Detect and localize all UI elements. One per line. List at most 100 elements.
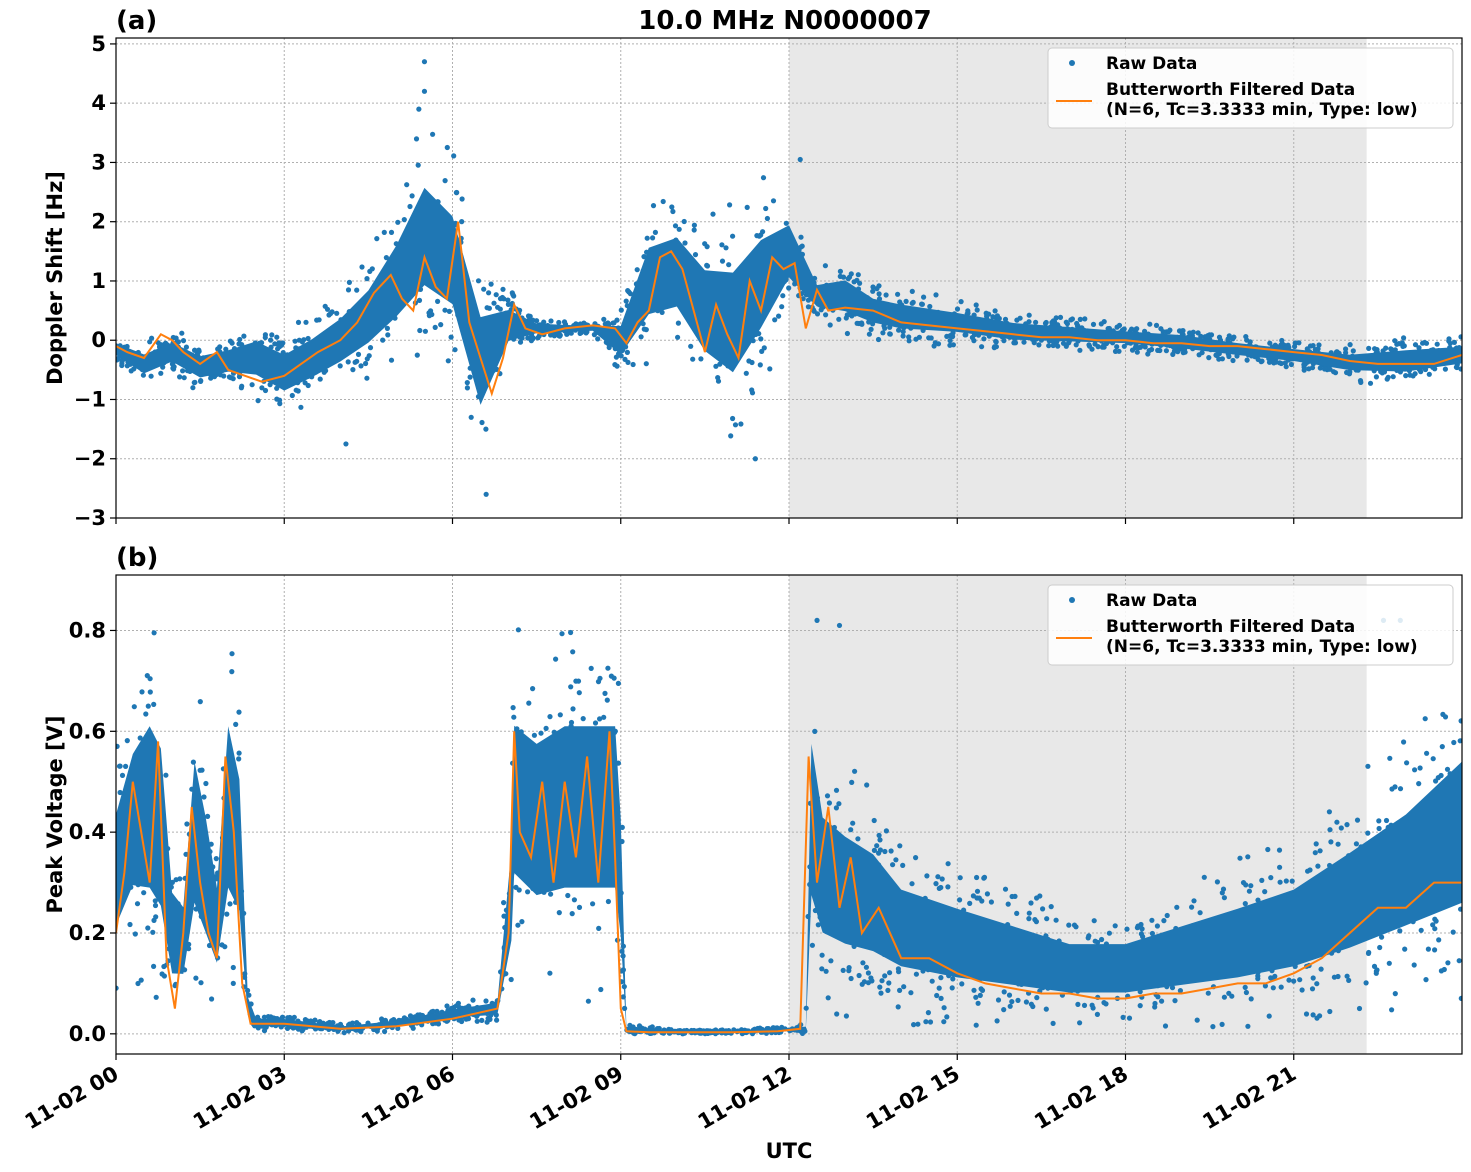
raw-data-point (1291, 978, 1297, 984)
raw-data-point (438, 322, 444, 328)
raw-data-point (827, 322, 833, 328)
raw-data-point (1400, 343, 1406, 349)
raw-data-point (1303, 1011, 1310, 1017)
raw-data-point (1262, 983, 1268, 989)
raw-data-point (900, 329, 906, 335)
raw-data-point (975, 1000, 981, 1006)
raw-data-point (1048, 904, 1054, 910)
raw-data-point (1347, 342, 1353, 348)
raw-data-point (1153, 322, 1160, 328)
raw-data-point (1278, 984, 1284, 990)
raw-data-point (776, 313, 782, 319)
raw-data-point (772, 317, 778, 323)
legend-marker-raw (1069, 597, 1075, 603)
raw-data-point (682, 240, 688, 246)
raw-data-point (1040, 906, 1046, 912)
raw-data-point (1279, 337, 1285, 344)
legend-label-filtered: Butterworth Filtered Data (1106, 80, 1355, 100)
raw-data-point (374, 236, 380, 242)
raw-data-point (467, 374, 473, 380)
raw-data-point (1082, 316, 1088, 322)
raw-data-point (931, 343, 937, 349)
raw-data-point (317, 1019, 323, 1025)
raw-data-point (511, 714, 517, 720)
raw-data-point (857, 280, 863, 286)
raw-data-point (137, 735, 143, 741)
raw-data-point (836, 801, 842, 807)
raw-data-point (1057, 314, 1064, 320)
raw-data-point (468, 414, 474, 420)
raw-data-point (494, 1017, 500, 1023)
raw-data-point (1011, 340, 1017, 346)
raw-data-point (296, 337, 302, 343)
raw-data-point (954, 306, 961, 312)
raw-data-point (1412, 371, 1418, 377)
raw-data-point (541, 319, 547, 325)
raw-data-point (1021, 339, 1027, 345)
raw-data-point (233, 721, 239, 728)
raw-data-point (1276, 847, 1283, 853)
raw-data-point (228, 375, 234, 381)
raw-data-point (474, 1018, 480, 1024)
raw-data-point (1095, 344, 1101, 350)
raw-data-point (859, 321, 865, 327)
raw-data-point (132, 931, 138, 937)
raw-data-point (227, 901, 233, 907)
raw-data-point (404, 182, 410, 188)
raw-data-point (1103, 1001, 1109, 1007)
raw-data-point (1063, 342, 1069, 348)
raw-data-point (134, 901, 141, 907)
raw-data-point (414, 352, 420, 358)
y-tick-label: −2 (74, 447, 106, 471)
raw-data-point (900, 333, 906, 339)
raw-data-point (1412, 342, 1419, 348)
raw-data-point (876, 850, 882, 856)
raw-data-point (267, 382, 273, 388)
raw-data-point (864, 782, 870, 788)
raw-data-point (936, 985, 942, 991)
raw-data-point (896, 327, 902, 333)
raw-data-point (1402, 946, 1408, 952)
raw-data-point (660, 198, 666, 205)
raw-data-point (876, 283, 882, 289)
raw-data-point (1180, 350, 1186, 356)
raw-data-point (728, 433, 734, 439)
raw-data-point (525, 335, 531, 341)
raw-data-point (1309, 365, 1316, 371)
raw-data-point (526, 700, 532, 706)
x-tick-label: 11-02 21 (1198, 1062, 1300, 1135)
raw-data-point (878, 990, 884, 996)
raw-data-point (452, 347, 458, 353)
raw-data-point (448, 334, 454, 340)
raw-data-point (1297, 977, 1303, 983)
raw-data-point (888, 848, 894, 854)
raw-data-point (602, 690, 608, 697)
raw-data-point (355, 351, 362, 357)
raw-data-point (1046, 343, 1052, 349)
raw-data-point (145, 925, 151, 931)
raw-data-point (1446, 338, 1452, 344)
raw-data-point (334, 310, 340, 316)
raw-data-point (911, 1022, 917, 1028)
raw-data-point (116, 763, 123, 769)
raw-data-point (229, 651, 235, 657)
raw-data-point (732, 422, 739, 428)
raw-data-point (730, 415, 736, 422)
raw-data-point (1430, 922, 1436, 928)
raw-data-point (846, 965, 852, 971)
raw-data-point (812, 728, 818, 735)
raw-data-point (505, 297, 511, 303)
raw-data-point (743, 370, 749, 376)
raw-data-point (909, 288, 915, 294)
raw-data-point (479, 419, 485, 426)
raw-data-point (426, 310, 432, 316)
raw-data-point (876, 291, 882, 297)
raw-data-point (1034, 995, 1040, 1001)
raw-data-point (1170, 351, 1176, 357)
raw-data-point (1149, 930, 1155, 937)
raw-data-point (895, 291, 901, 297)
raw-data-point (692, 252, 699, 258)
raw-data-point (1266, 1013, 1272, 1019)
raw-data-point (897, 987, 903, 994)
raw-data-point (451, 153, 457, 159)
